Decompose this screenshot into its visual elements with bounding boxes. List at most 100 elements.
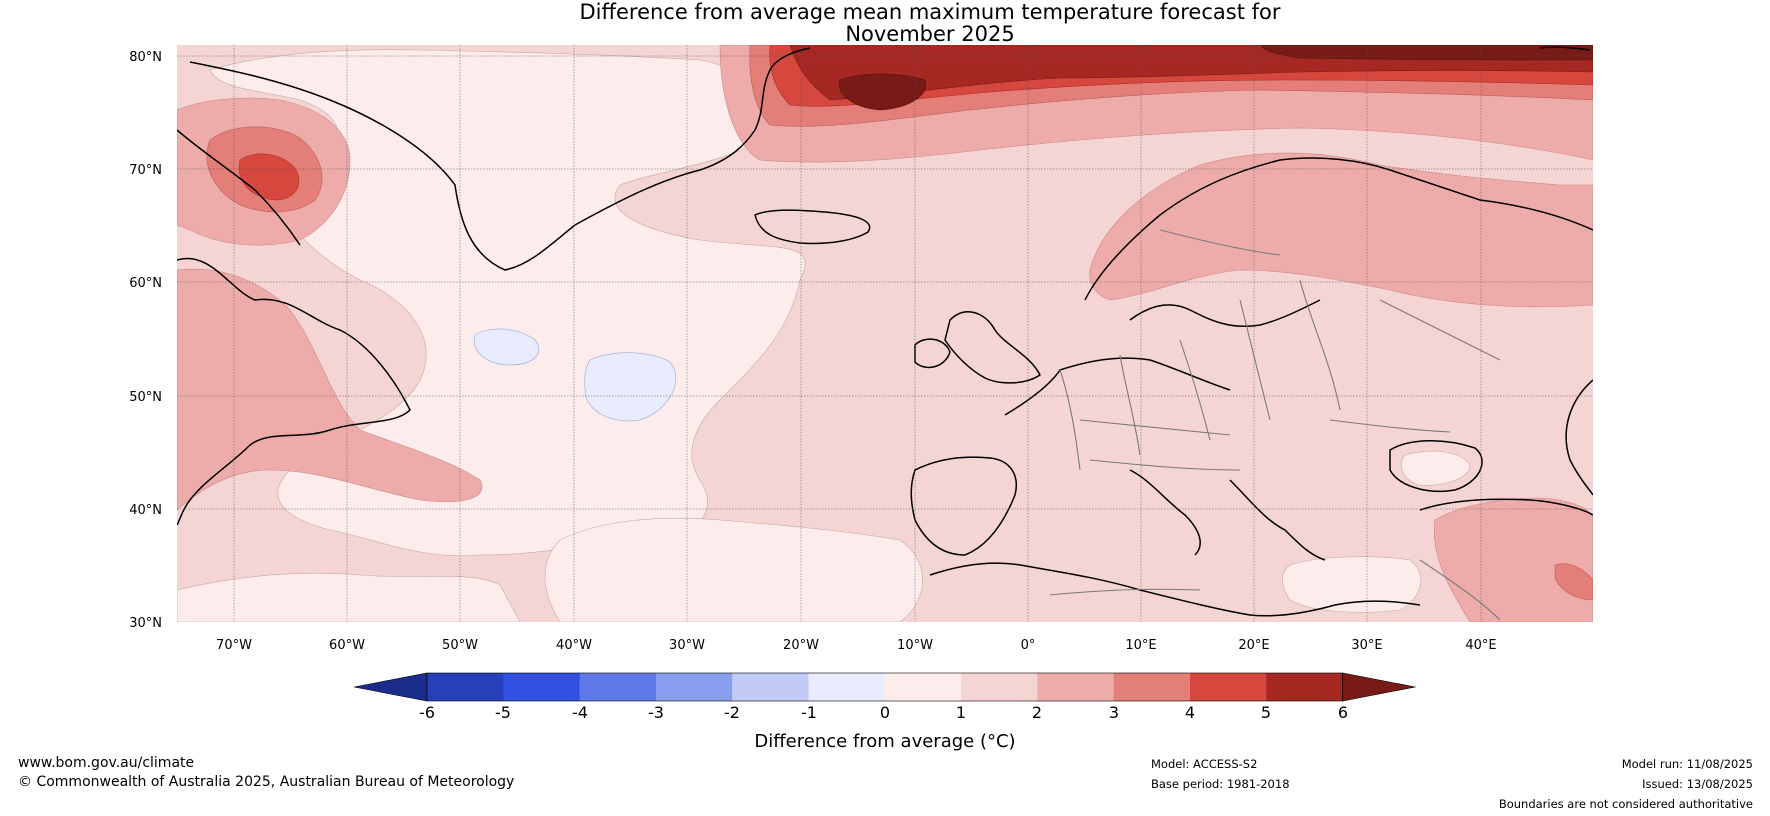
colorbar-tick: -2 bbox=[724, 703, 740, 722]
colorbar-swatch bbox=[1190, 673, 1267, 701]
lat-label: 70°N bbox=[129, 163, 162, 178]
lat-label: 80°N bbox=[129, 50, 162, 65]
anomaly-zone-0-1-africa bbox=[1282, 556, 1422, 613]
norway-coast bbox=[1084, 157, 1593, 301]
latitude-labels: 80°N 70°N 60°N 50°N 40°N 30°N bbox=[129, 50, 162, 631]
lon-label: 0° bbox=[1021, 638, 1036, 653]
colorbar-tick: 4 bbox=[1185, 703, 1195, 722]
issued-text: Issued: 13/08/2025 bbox=[1642, 777, 1753, 791]
border-line bbox=[1239, 299, 1271, 421]
colorbar-tick: 3 bbox=[1109, 703, 1119, 722]
colorbar-swatch bbox=[579, 673, 657, 701]
lat-label: 30°N bbox=[129, 616, 162, 631]
base-period-text: Base period: 1981-2018 bbox=[1151, 777, 1290, 791]
lon-label: 30°E bbox=[1351, 638, 1382, 653]
colorbar-tick: -1 bbox=[801, 703, 817, 722]
turkey-coast bbox=[1419, 498, 1593, 516]
colorbar-swatch bbox=[961, 673, 1038, 701]
colorbar bbox=[353, 672, 1416, 702]
model-run-text: Model run: 11/08/2025 bbox=[1621, 757, 1753, 771]
disclaimer-text: Boundaries are not considered authoritat… bbox=[1498, 797, 1753, 811]
country-borders bbox=[1049, 229, 1501, 621]
colorbar-label: Difference from average (°C) bbox=[754, 731, 1015, 752]
colorbar-tick: -6 bbox=[419, 703, 435, 722]
colorbar-tick: -3 bbox=[648, 703, 664, 722]
colorbar-tick: 0 bbox=[880, 703, 890, 722]
anomaly-zone-above-6-greenland bbox=[838, 73, 927, 111]
anomaly-zone-0-1-subtropical bbox=[544, 517, 923, 622]
anomaly-zone-neg1-0-east bbox=[584, 352, 677, 422]
border-line bbox=[1419, 559, 1501, 621]
lat-label: 40°N bbox=[129, 503, 162, 518]
lon-label: 60°W bbox=[329, 638, 365, 653]
colorbar-tick: 6 bbox=[1338, 703, 1348, 722]
anomaly-zone-2-3-scandinavia bbox=[1089, 152, 1593, 308]
colorbar-swatch bbox=[808, 673, 886, 701]
balkans-coast bbox=[1229, 479, 1326, 561]
canada-coast bbox=[177, 257, 411, 526]
colorbar-swatch bbox=[1113, 673, 1191, 701]
blacksea-coast bbox=[1389, 440, 1483, 492]
border-line bbox=[1089, 459, 1241, 471]
colorbar-arrow-low bbox=[353, 672, 428, 702]
border-line bbox=[1159, 229, 1281, 256]
lon-label: 20°E bbox=[1238, 638, 1269, 653]
italy-coast bbox=[1129, 469, 1201, 556]
lon-label: 40°E bbox=[1465, 638, 1496, 653]
colorbar-tick: 2 bbox=[1032, 703, 1042, 722]
border-line bbox=[1329, 419, 1451, 433]
map-title-line2: November 2025 bbox=[845, 22, 1015, 46]
colorbar-swatch bbox=[427, 673, 504, 701]
colorbar-swatch bbox=[732, 673, 809, 701]
lat-label: 60°N bbox=[129, 276, 162, 291]
map-title-line1: Difference from average mean maximum tem… bbox=[579, 0, 1281, 24]
website-text: www.bom.gov.au/climate bbox=[18, 755, 195, 771]
colorbar-swatch bbox=[1266, 673, 1344, 701]
border-line bbox=[1179, 339, 1211, 441]
lon-label: 10°W bbox=[897, 638, 933, 653]
lon-label: 30°W bbox=[669, 638, 705, 653]
colorbar-tick: 1 bbox=[956, 703, 966, 722]
coastlines bbox=[177, 46, 1593, 617]
lon-label: 20°W bbox=[783, 638, 819, 653]
border-line bbox=[1079, 419, 1231, 436]
anomaly-zone-0-1-south bbox=[177, 572, 521, 622]
colorbar-swatch bbox=[655, 673, 733, 701]
anomaly-zone-neg1-0-west bbox=[473, 328, 540, 366]
border-line bbox=[1059, 369, 1081, 471]
iceland-coast bbox=[754, 209, 871, 245]
graticule bbox=[177, 45, 1593, 622]
africa-coast bbox=[929, 562, 1421, 617]
colorbar-arrow-high bbox=[1342, 672, 1416, 702]
colorbar-swatch bbox=[884, 673, 962, 701]
anomaly-zone-0-1-blacksea bbox=[1400, 450, 1471, 486]
border-line bbox=[1379, 299, 1501, 361]
colorbar-swatch bbox=[1037, 673, 1115, 701]
baffin-coast bbox=[177, 129, 301, 246]
ireland-coast bbox=[914, 338, 951, 369]
greenland-coast bbox=[189, 47, 811, 271]
border-line bbox=[1119, 354, 1141, 456]
baltic-coast bbox=[1129, 299, 1321, 328]
lon-label: 10°E bbox=[1125, 638, 1156, 653]
lon-label: 70°W bbox=[216, 638, 252, 653]
lat-label: 50°N bbox=[129, 390, 162, 405]
anomaly-zone-3-4-iraq bbox=[1554, 563, 1593, 601]
temperature-anomaly-map bbox=[177, 45, 1593, 622]
colorbar-tick-labels: -6 -5 -4 -3 -2 -1 0 1 2 3 4 5 6 bbox=[419, 703, 1348, 722]
colorbar-frame bbox=[426, 672, 1343, 702]
caspian-coast bbox=[1565, 379, 1593, 496]
lon-label: 40°W bbox=[556, 638, 592, 653]
colorbar-swatch bbox=[503, 673, 581, 701]
colorbar-tick: -4 bbox=[572, 703, 588, 722]
longitude-labels: 70°W 60°W 50°W 40°W 30°W 20°W 10°W 0° 10… bbox=[216, 638, 1497, 653]
border-line bbox=[1299, 279, 1341, 411]
uk-coast bbox=[944, 311, 1041, 384]
colorbar-tick: -5 bbox=[495, 703, 511, 722]
copyright-text: © Commonwealth of Australia 2025, Austra… bbox=[18, 774, 515, 790]
border-line bbox=[1049, 588, 1201, 596]
svalbard-coast bbox=[1539, 46, 1591, 51]
model-text: Model: ACCESS-S2 bbox=[1151, 757, 1258, 771]
colorbar-tick: 5 bbox=[1261, 703, 1271, 722]
